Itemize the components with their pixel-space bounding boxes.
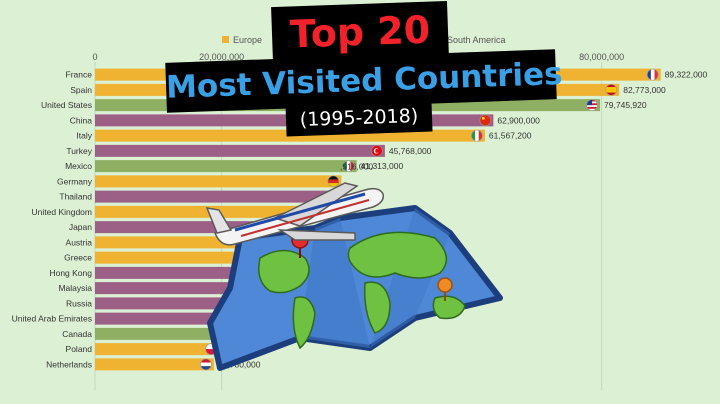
airplane-icon xyxy=(205,182,385,246)
de-flag-icon xyxy=(327,175,340,188)
bar xyxy=(95,327,229,340)
y-category-label: Austria xyxy=(66,237,93,247)
legend-swatch xyxy=(222,36,229,43)
bar xyxy=(95,282,259,295)
fr-flag-icon xyxy=(646,68,659,81)
x-tick-label: 0 xyxy=(92,52,97,62)
y-category-label: United Arab Emirates xyxy=(12,314,92,324)
x-tick-label: 20,000,000 xyxy=(199,52,244,62)
nl-flag-icon xyxy=(200,358,212,371)
y-category-label: Mexico xyxy=(65,161,92,171)
continent-shape xyxy=(363,281,391,334)
cn-flag-icon xyxy=(479,114,492,127)
world-map-illustration xyxy=(205,182,503,371)
bar-value-label: 61,567,200 xyxy=(489,131,532,141)
y-category-label: Italy xyxy=(76,131,92,141)
y-category-label: United States xyxy=(41,100,92,110)
bar-value-label: 41,313,000 xyxy=(361,161,404,171)
legend-label: South America xyxy=(447,35,506,45)
y-category-label: Germany xyxy=(57,176,93,186)
bar xyxy=(95,190,337,203)
y-category-label: Poland xyxy=(66,344,93,354)
bar xyxy=(95,343,220,356)
y-category-label: France xyxy=(66,70,93,80)
bar xyxy=(95,297,251,310)
es-flag-icon xyxy=(605,84,618,96)
x-tick-label: 80,000,000 xyxy=(579,52,624,62)
mx-flag-icon xyxy=(342,160,355,172)
y-category-label: Japan xyxy=(69,222,92,232)
continent-shape xyxy=(347,231,448,279)
bar-value-label: 89,322,000 xyxy=(665,70,708,80)
y-category-label: Hong Kong xyxy=(49,268,92,278)
bar xyxy=(95,144,385,157)
y-category-label: China xyxy=(70,115,92,125)
y-category-label: Turkey xyxy=(66,146,92,156)
y-category-label: Canada xyxy=(62,329,92,339)
bar xyxy=(95,175,342,188)
bar-value-label: 82,773,000 xyxy=(623,85,666,95)
it-flag-icon xyxy=(471,129,483,142)
legend-label: Europe xyxy=(233,35,262,45)
y-category-label: Thailand xyxy=(59,192,92,202)
bar-value-label: 79,745,920 xyxy=(604,100,647,110)
map-pin-orange xyxy=(437,277,453,301)
bar-value-label: 18,780,000 xyxy=(218,359,261,369)
bar-value-label: 62,900,000 xyxy=(497,115,540,125)
y-category-label: Spain xyxy=(70,85,92,95)
y-category-label: United Kingdom xyxy=(32,207,92,217)
us-flag-icon xyxy=(586,99,598,111)
bar xyxy=(95,160,357,173)
tr-flag-icon xyxy=(371,145,383,157)
bar-value-label: 45,768,000 xyxy=(389,146,432,156)
y-category-label: Greece xyxy=(64,253,92,263)
y-category-label: Russia xyxy=(66,298,92,308)
y-category-label: Malaysia xyxy=(58,283,92,293)
title-subtitle: (1995-2018) xyxy=(285,99,433,137)
y-category-label: Netherlands xyxy=(46,359,92,369)
bar xyxy=(95,358,214,371)
continent-shape xyxy=(292,296,316,350)
bar xyxy=(95,312,230,325)
map-fold-shade xyxy=(300,218,370,348)
bar-value-label-partial: ,916,000 xyxy=(340,161,373,171)
continent-shape xyxy=(432,295,466,320)
continent-shape xyxy=(258,249,310,294)
